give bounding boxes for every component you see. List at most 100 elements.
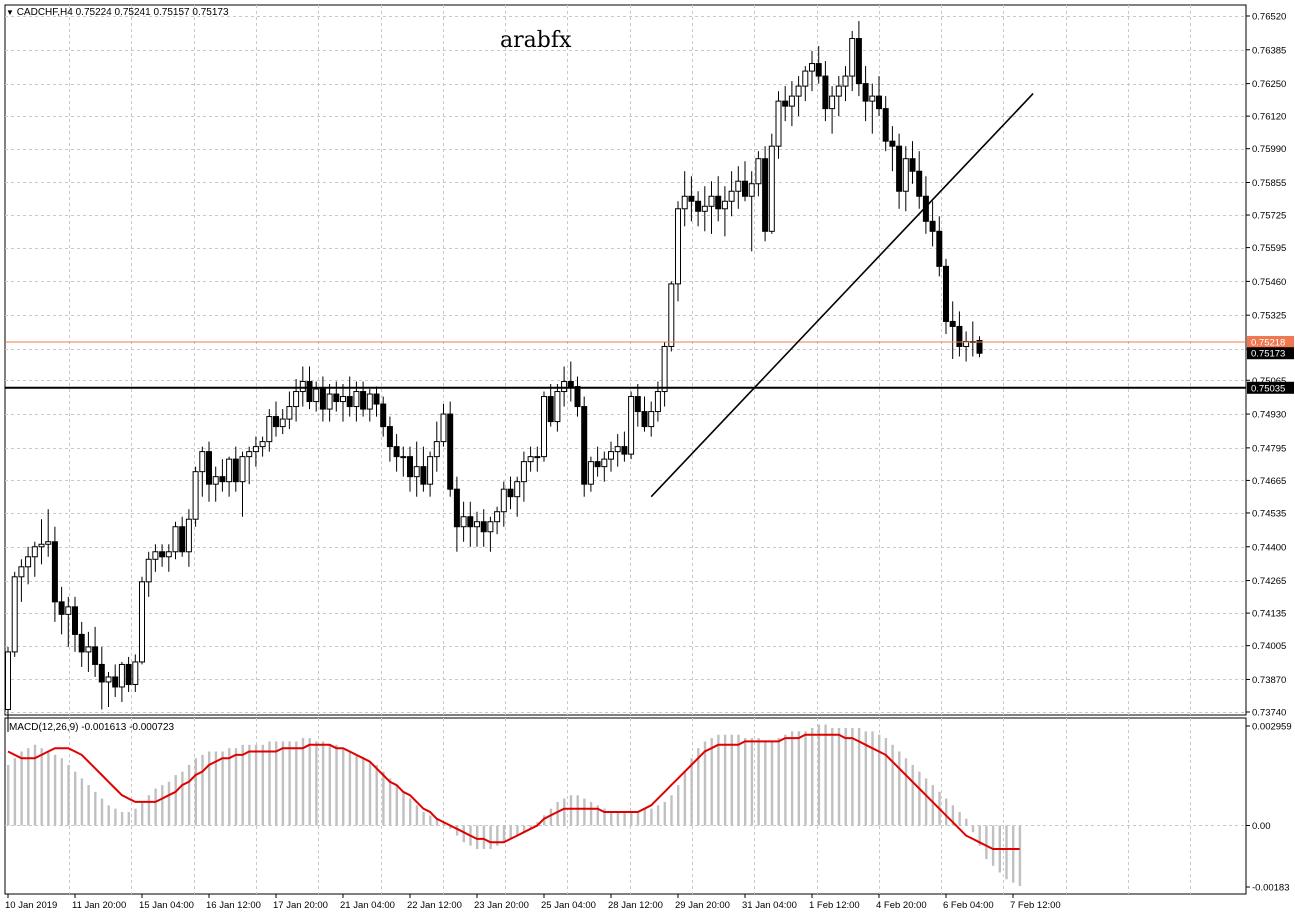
macd-bar bbox=[248, 744, 251, 826]
candle bbox=[788, 81, 795, 127]
candle bbox=[172, 521, 179, 560]
grid bbox=[5, 5, 1246, 894]
macd-bar bbox=[636, 812, 640, 826]
macd-bar bbox=[482, 825, 486, 850]
y-tick-label: 0.76520 bbox=[1252, 12, 1286, 23]
macd-bar bbox=[147, 795, 151, 826]
macd-bar bbox=[878, 734, 881, 826]
macd-bar bbox=[844, 727, 847, 826]
candle bbox=[72, 596, 78, 652]
candle-body-bull bbox=[614, 446, 621, 453]
macd-bar bbox=[630, 812, 633, 826]
candle bbox=[534, 446, 541, 472]
candle bbox=[286, 391, 293, 430]
candle bbox=[185, 509, 192, 567]
candle bbox=[299, 366, 306, 407]
candle-body-bear bbox=[72, 606, 78, 635]
candle-body-bull bbox=[681, 195, 688, 210]
candle-body-bear bbox=[695, 200, 702, 212]
candle bbox=[105, 671, 112, 707]
trend-line[interactable] bbox=[650, 93, 1034, 498]
candle bbox=[809, 51, 815, 92]
macd-bar bbox=[422, 812, 425, 826]
macd-header: MACD(12,26,9) -0.001613 -0.000723 bbox=[9, 722, 175, 733]
macd-bar bbox=[790, 731, 794, 826]
x-tick-label: 10 Jan 2019 bbox=[5, 900, 57, 911]
candle bbox=[199, 446, 206, 497]
candle bbox=[701, 186, 708, 232]
macd-bar bbox=[703, 741, 707, 826]
candle bbox=[802, 66, 809, 102]
candle bbox=[366, 389, 373, 422]
candle-body-bull bbox=[293, 391, 300, 408]
y-tick-label: 0.74665 bbox=[1252, 476, 1286, 487]
candle bbox=[520, 451, 527, 502]
candle-body-bear bbox=[949, 320, 956, 327]
macd-bar bbox=[656, 805, 660, 826]
price-pane[interactable] bbox=[4, 4, 1247, 716]
candle-body-bear bbox=[373, 393, 380, 405]
candle-body-bull bbox=[520, 461, 527, 483]
axes: 0.76520 0.76385 0.76250 0.76120 0.75990 0.758… bbox=[5, 12, 1294, 911]
candle-body-bull bbox=[554, 391, 561, 423]
candle bbox=[963, 331, 970, 362]
candle-body-bear bbox=[380, 403, 387, 428]
macd-bar bbox=[301, 738, 305, 826]
candle bbox=[574, 376, 581, 417]
macd-bar bbox=[241, 744, 244, 826]
candle-body-bear bbox=[822, 75, 829, 110]
candle bbox=[849, 31, 856, 92]
candle-body-bull bbox=[809, 63, 815, 72]
candle bbox=[179, 516, 186, 557]
candle bbox=[855, 21, 862, 97]
candle-body-bull bbox=[340, 396, 346, 403]
candle bbox=[373, 386, 380, 417]
candle-body-bull bbox=[587, 461, 594, 485]
drawn-objects[interactable] bbox=[5, 93, 1246, 498]
macd-bar bbox=[750, 738, 754, 826]
macd-bar bbox=[194, 758, 197, 826]
candle-body-bear bbox=[273, 416, 279, 428]
macd-bar bbox=[563, 798, 566, 826]
macd-bar bbox=[677, 785, 680, 826]
candle bbox=[708, 181, 715, 234]
candle bbox=[782, 86, 789, 122]
candle-body-bear bbox=[594, 461, 601, 468]
candle-body-bear bbox=[453, 488, 460, 528]
macd-pane[interactable] bbox=[4, 717, 1247, 895]
y-tick-label: 0.74400 bbox=[1252, 542, 1286, 553]
candle-body-bull bbox=[601, 458, 608, 468]
candle bbox=[386, 416, 393, 462]
candle-body-bear bbox=[896, 145, 903, 192]
candle bbox=[427, 451, 434, 497]
macd-bar bbox=[281, 741, 285, 826]
candle-body-bear bbox=[306, 381, 313, 403]
macd-bar bbox=[904, 758, 908, 826]
macd-bar bbox=[543, 815, 546, 826]
candle-body-bull bbox=[152, 551, 159, 560]
y-tick-label: 0.75460 bbox=[1252, 277, 1286, 288]
candle-body-bull bbox=[45, 541, 52, 545]
candle bbox=[31, 541, 38, 577]
candle bbox=[762, 146, 769, 242]
candle bbox=[668, 281, 675, 352]
macd-bar bbox=[295, 741, 298, 826]
candle bbox=[567, 361, 574, 402]
macd-bar bbox=[971, 825, 975, 833]
candle bbox=[768, 133, 775, 234]
candle-body-bull bbox=[735, 180, 742, 192]
y-tick-label: 0.76120 bbox=[1252, 112, 1286, 123]
candle-body-bull bbox=[440, 413, 447, 443]
macd-bar bbox=[455, 825, 459, 836]
symbol-header[interactable]: ▼ CADCHF,H4 0.75224 0.75241 0.75157 0.75… bbox=[6, 7, 229, 18]
x-tick-label: 17 Jan 20:00 bbox=[273, 900, 328, 911]
macd-bar bbox=[871, 731, 874, 826]
chevron-down-icon[interactable]: ▼ bbox=[6, 8, 14, 17]
macd-bar bbox=[978, 825, 981, 846]
macd-bar bbox=[388, 778, 392, 826]
candle-body-bull bbox=[145, 558, 152, 583]
macd-bar bbox=[683, 771, 687, 826]
x-tick-label: 1 Feb 12:00 bbox=[809, 900, 860, 911]
